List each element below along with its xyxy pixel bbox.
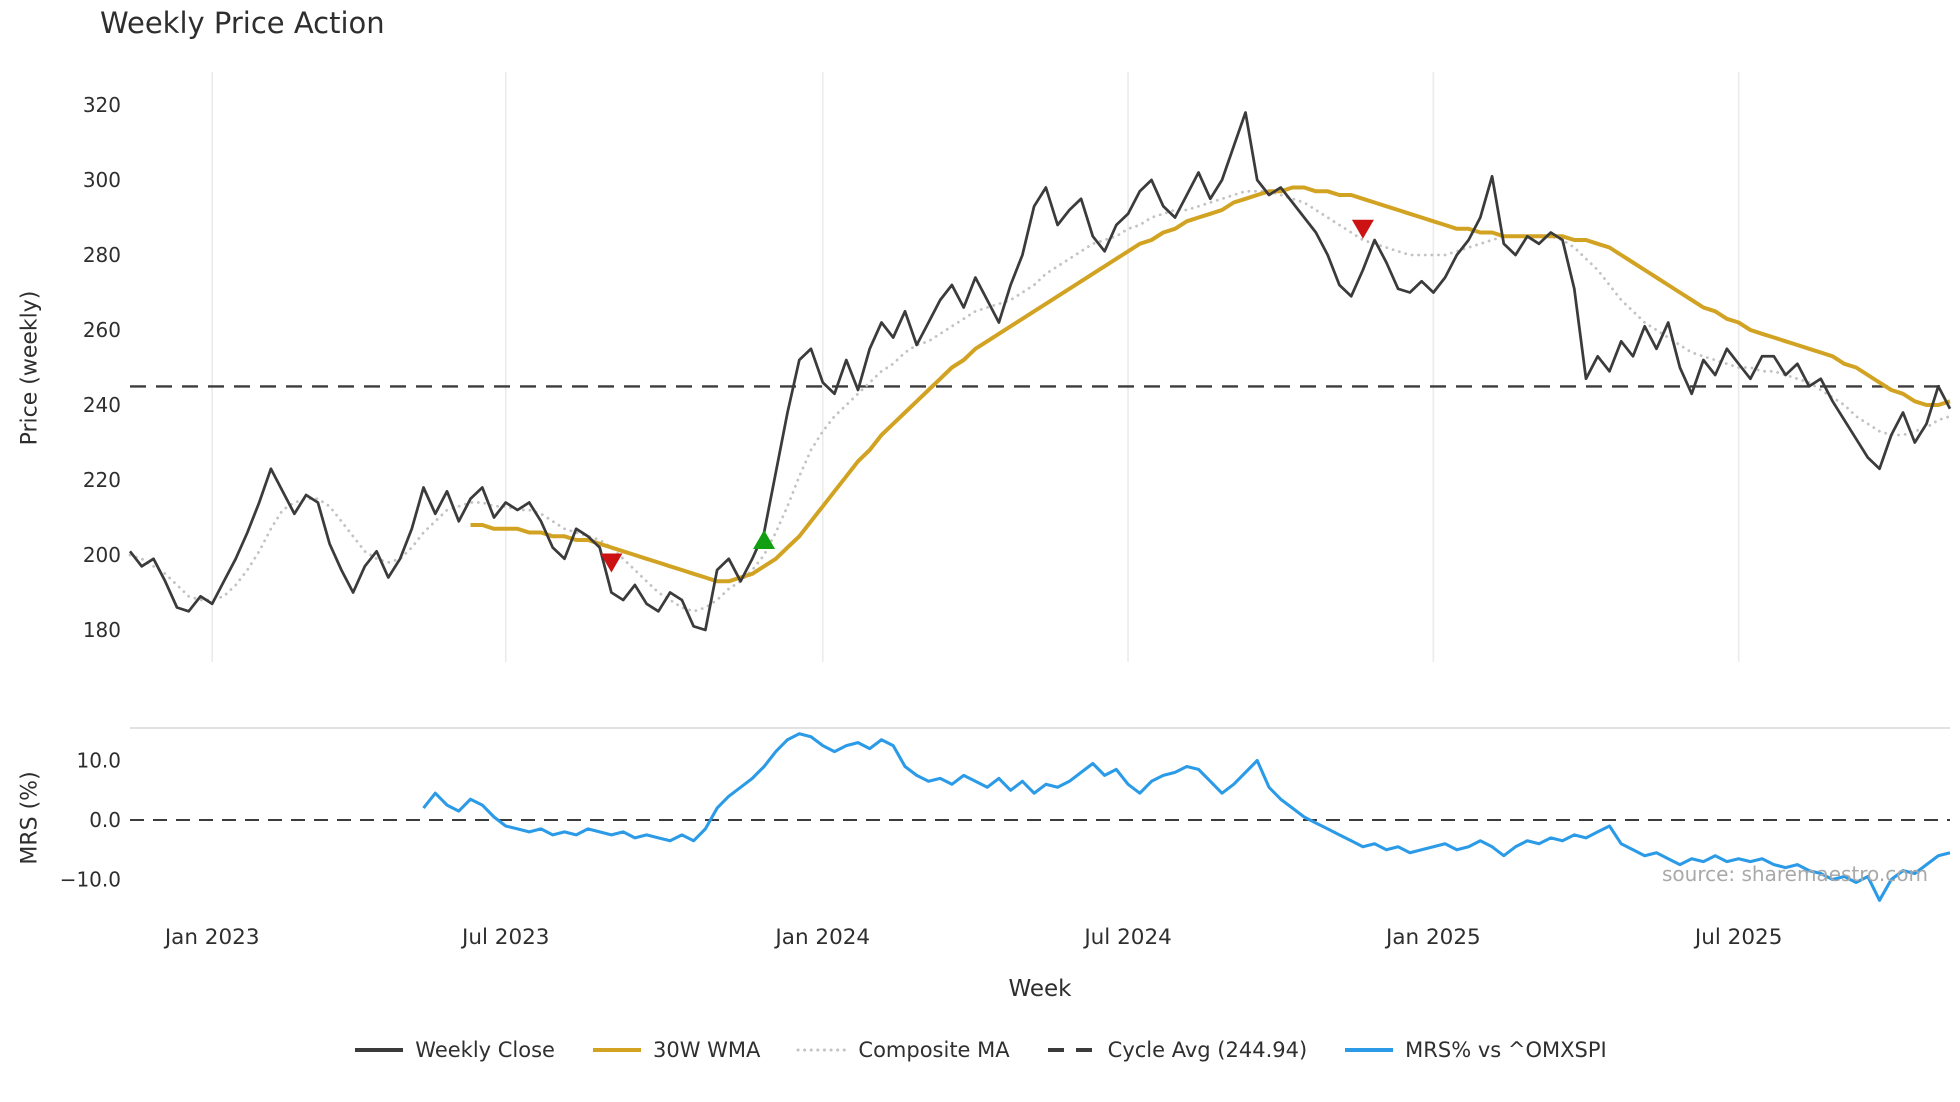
legend-item-cycle-avg-244-94: Cycle Avg (244.94) [1046, 1038, 1308, 1062]
sell-signal-marker-icon [600, 553, 623, 573]
main-y-tick-label: 280 [83, 243, 121, 267]
legend-swatch-solid-line-icon [592, 1048, 641, 1052]
legend-swatch-solid-line-icon [1345, 1048, 1394, 1052]
main-y-tick-label: 260 [83, 318, 121, 342]
legend-item-weekly-close: Weekly Close [353, 1038, 555, 1062]
main-y-tick-label: 180 [83, 618, 121, 642]
chart-title: Weekly Price Action [100, 6, 385, 40]
x-axis-label: Week [1008, 976, 1072, 1002]
composite-ma-line [128, 189, 1952, 613]
main-y-tick-label: 240 [83, 393, 121, 417]
x-tick-label: Jul 2023 [460, 925, 550, 950]
legend-label: Composite MA [858, 1038, 1010, 1062]
x-tick-label: Jan 2023 [163, 925, 260, 950]
legend-item-composite-ma: Composite MA [796, 1038, 1010, 1062]
sub-y-tick-label: −10.0 [60, 868, 121, 892]
x-tick-label: Jul 2025 [1693, 925, 1783, 950]
legend-label: Weekly Close [415, 1038, 555, 1062]
legend-item-30w-wma: 30W WMA [591, 1038, 760, 1062]
main-y-tick-label: 320 [83, 93, 121, 117]
sub-y-axis-label: MRS (%) [17, 771, 43, 865]
main-y-axis-label: Price (weekly) [17, 290, 43, 446]
legend-label: 30W WMA [652, 1038, 761, 1062]
sub-y-tick-label: 10.0 [76, 749, 121, 773]
legend-swatch-dashed-line-icon [1047, 1048, 1096, 1052]
30w-wma-line [470, 185, 1951, 584]
x-tick-label: Jul 2024 [1082, 925, 1172, 950]
x-tick-label: Jan 2024 [773, 925, 870, 950]
legend: Weekly Close 30W WMA Composite MA Cycle Avg… [0, 1038, 1960, 1062]
buy-signal-marker-icon [753, 530, 776, 549]
weekly-close-line [128, 111, 1952, 632]
main-y-tick-label: 300 [83, 168, 121, 192]
legend-label: MRS% vs ^OMXSPI [1405, 1038, 1607, 1062]
main-y-tick-label: 220 [83, 468, 121, 492]
legend-swatch-solid-line-icon [355, 1048, 404, 1052]
sell-signal-marker-icon [1351, 219, 1374, 239]
legend-swatch-dotted-line-icon [796, 1048, 848, 1052]
legend-label: Cycle Avg (244.94) [1107, 1038, 1308, 1062]
source-watermark: source: sharemaestro.com [1662, 862, 1928, 886]
x-tick-label: Jan 2025 [1384, 925, 1481, 950]
main-y-tick-label: 200 [83, 543, 121, 567]
mrs-vs-omxspi-line [422, 732, 1951, 902]
legend-item-mrs-vs-omxspi: MRS% vs ^OMXSPI [1343, 1038, 1607, 1062]
sub-y-tick-label: 0.0 [89, 808, 121, 832]
